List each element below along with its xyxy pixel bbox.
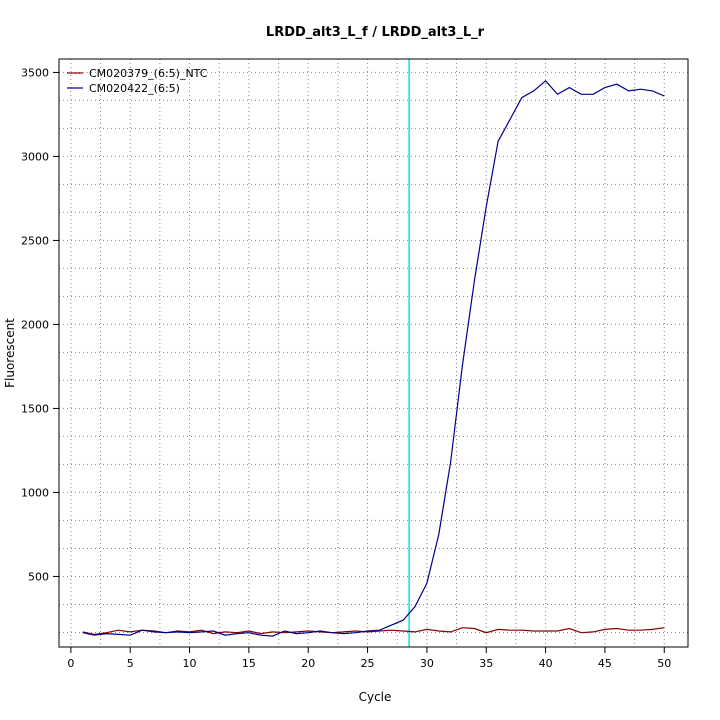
x-tick-label: 20 — [301, 657, 315, 670]
y-tick-label: 500 — [28, 570, 49, 583]
x-tick-label: 30 — [420, 657, 434, 670]
y-axis: 500 1000 1500 2000 2500 3000 3500 — [21, 66, 59, 583]
y-tick-label: 2500 — [21, 234, 49, 247]
y-tick-label: 1500 — [21, 402, 49, 415]
y-tick-label: 2000 — [21, 318, 49, 331]
x-tick-label: 10 — [183, 657, 197, 670]
x-axis: 0 5 10 15 20 25 30 35 40 45 50 — [67, 647, 671, 670]
legend: CM020379_(6:5)_NTC CM020422_(6:5) — [67, 67, 208, 95]
plot-frame — [58, 58, 689, 648]
x-tick-label: 25 — [361, 657, 375, 670]
series-layer — [82, 79, 665, 637]
x-axis-title: Cycle — [359, 690, 392, 704]
legend-label-1: CM020379_(6:5)_NTC — [89, 67, 208, 80]
series-line-2 — [82, 79, 665, 637]
y-tick-label: 3500 — [21, 66, 49, 79]
y-tick-label: 1000 — [21, 486, 49, 499]
x-tick-label: 40 — [539, 657, 553, 670]
grid-layer — [59, 59, 688, 647]
x-tick-label: 0 — [67, 657, 74, 670]
x-tick-label: 50 — [657, 657, 671, 670]
series-line-1 — [82, 627, 665, 636]
x-tick-label: 5 — [127, 657, 134, 670]
legend-label-2: CM020422_(6:5) — [89, 82, 180, 95]
x-tick-label: 35 — [479, 657, 493, 670]
y-tick-label: 3000 — [21, 150, 49, 163]
x-tick-label: 45 — [598, 657, 612, 670]
x-tick-label: 15 — [242, 657, 256, 670]
y-axis-title: Fluorescent — [3, 318, 17, 388]
chart-title: LRDD_alt3_L_f / LRDD_alt3_L_r — [266, 25, 485, 40]
